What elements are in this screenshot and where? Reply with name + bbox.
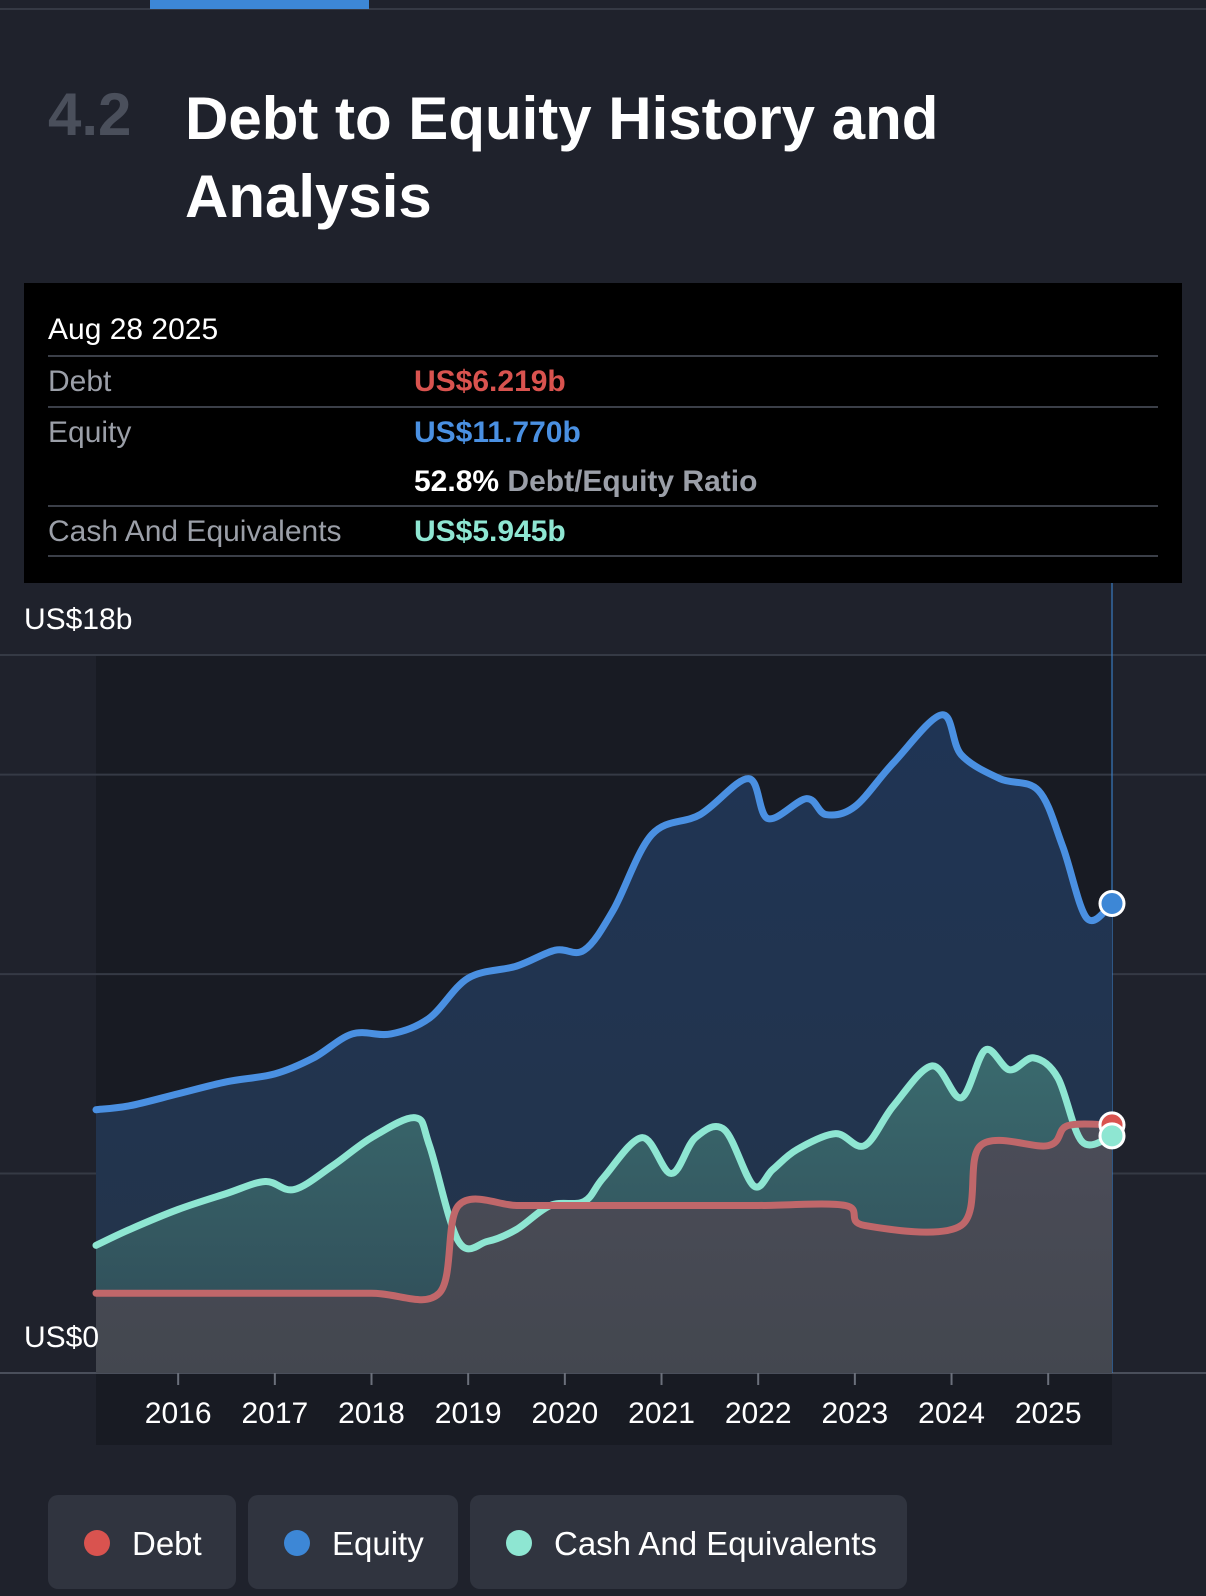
tooltip-divider [48,555,1158,557]
line-debt [92,1120,1116,1304]
marker-equity [1098,890,1126,918]
section-title: Debt to Equity History and Analysis [185,85,939,230]
y-axis-top-label: US$18b [24,603,132,636]
tooltip-equity-label: Equity [48,416,132,449]
line-equity [92,711,1116,1114]
x-tick-label: 2017 [241,1397,308,1430]
tooltip-date: Aug 28 2025 [48,313,219,346]
legend-dot-equity [284,1530,310,1556]
marker-cash [1098,1122,1126,1150]
line-cash [92,1045,1116,1253]
series-end-markers [1098,890,1126,1150]
tooltip-equity-value: US$11.770b [414,416,581,449]
series-lines [92,711,1116,1304]
x-tick-label: 2025 [1015,1397,1082,1430]
legend-item-debt[interactable]: Debt [48,1495,236,1589]
x-tick-label: 2022 [725,1397,792,1430]
legend-item-cash[interactable]: Cash And Equivalents [470,1495,907,1589]
x-tick-label: 2018 [338,1397,405,1430]
x-tick-label: 2016 [145,1397,212,1430]
tooltip-ratio-label: Debt/Equity Ratio [507,465,758,498]
legend-dot-debt [84,1530,110,1556]
legend-dot-cash [506,1530,532,1556]
tooltip-cash-label: Cash And Equivalents [48,515,342,548]
x-tick-label: 2024 [918,1397,985,1430]
tooltip-debt-value: US$6.219b [414,365,566,398]
x-tick-label: 2019 [435,1397,502,1430]
tooltip-ratio-value: 52.8% [414,465,500,498]
x-axis-ticks: 2016 2017 2018 2019 2020 2021 2022 2023 2024 2025 [145,1373,1082,1430]
tooltip-divider [48,505,1158,507]
legend-label-cash: Cash And Equivalents [554,1525,877,1562]
tooltip-divider [48,355,1158,357]
top-divider [0,8,1206,10]
legend-item-equity[interactable]: Equity [248,1495,458,1589]
tooltip-divider [48,406,1158,408]
debt-equity-chart[interactable]: 2016 2017 2018 2019 2020 2021 2022 2023 2024 2025… [0,583,1206,1463]
active-tab-indicator[interactable] [150,0,369,9]
x-tick-label: 2020 [531,1397,598,1430]
section-number: 4.2 [48,81,132,148]
tooltip-debt-label: Debt [48,365,112,398]
x-tick-label: 2023 [821,1397,888,1430]
y-axis-bottom-label: US$0 [24,1321,99,1354]
chart-tooltip: Aug 28 2025 Debt US$6.219b Equity US$11.… [24,283,1182,583]
legend-label-equity: Equity [332,1525,424,1562]
x-tick-label: 2021 [628,1397,695,1430]
tooltip-ratio: 52.8% Debt/Equity Ratio [414,465,757,499]
tooltip-cash-value: US$5.945b [414,515,566,548]
area-debt [96,1123,1112,1373]
legend-label-debt: Debt [132,1525,202,1562]
